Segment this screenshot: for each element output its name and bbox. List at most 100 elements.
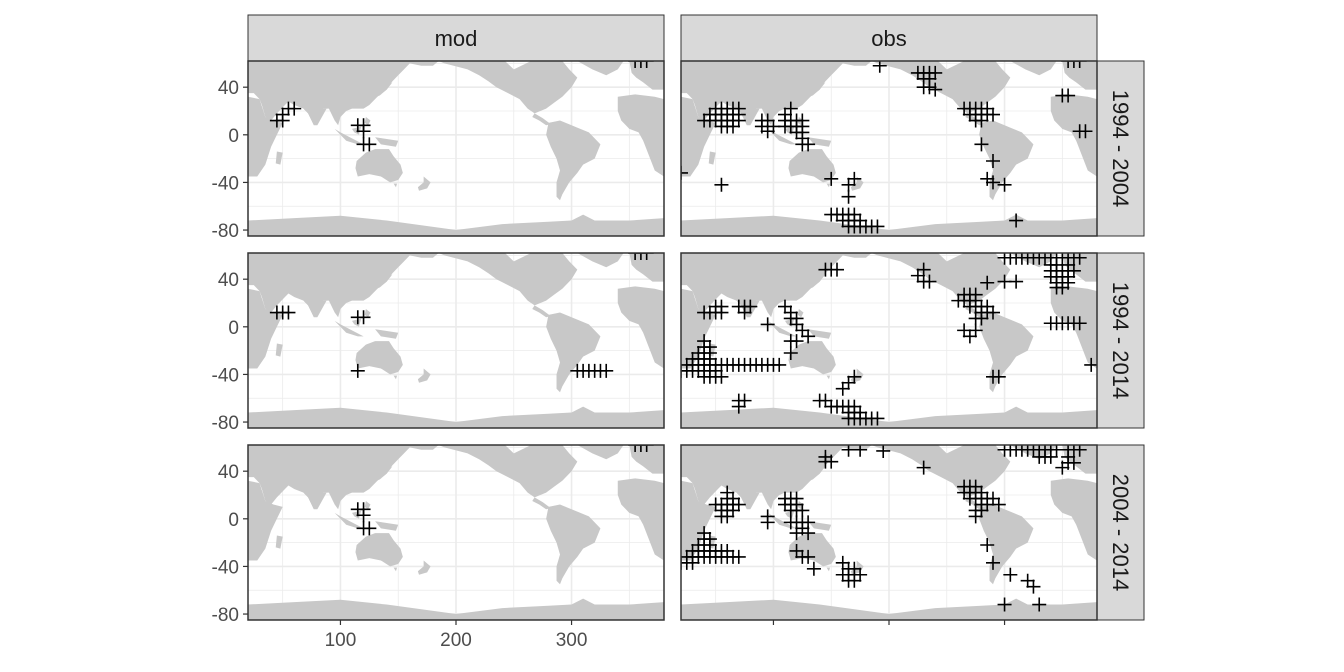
data-point-plus bbox=[801, 329, 816, 344]
data-point-plus bbox=[986, 175, 1000, 190]
data-point-plus bbox=[714, 299, 729, 314]
data-point-plus bbox=[356, 508, 371, 523]
x-tick-label: 100 bbox=[325, 630, 357, 651]
data-point-plus bbox=[726, 119, 740, 134]
data-point-plus bbox=[1003, 567, 1018, 582]
data-point-plus bbox=[974, 503, 989, 518]
data-point-plus bbox=[928, 82, 943, 97]
y-tick-label: 40 bbox=[218, 78, 239, 99]
data-point-plus bbox=[639, 445, 654, 452]
data-point-plus bbox=[356, 137, 371, 152]
y-tick-label: 0 bbox=[228, 510, 239, 531]
y-tick-label: -80 bbox=[212, 221, 239, 242]
facet-panel bbox=[681, 61, 1097, 236]
y-tick-label: 40 bbox=[218, 270, 239, 291]
data-point-plus bbox=[778, 299, 792, 314]
data-point-plus bbox=[968, 479, 983, 494]
data-point-plus bbox=[1072, 316, 1087, 331]
facet-panel bbox=[681, 445, 1097, 620]
data-point-plus bbox=[991, 497, 1006, 512]
data-point-plus bbox=[847, 171, 862, 186]
data-point-plus bbox=[599, 363, 614, 378]
data-point-plus bbox=[639, 253, 654, 260]
data-point-plus bbox=[772, 357, 787, 372]
data-point-plus bbox=[806, 561, 821, 576]
data-point-plus bbox=[986, 555, 1000, 570]
data-point-plus bbox=[841, 177, 856, 192]
data-point-plus bbox=[726, 503, 740, 518]
data-point-plus bbox=[847, 573, 862, 588]
data-point-plus bbox=[731, 399, 746, 414]
data-point-plus bbox=[928, 65, 943, 80]
data-point-plus bbox=[760, 317, 775, 332]
data-point-plus bbox=[841, 375, 856, 390]
data-point-plus bbox=[997, 177, 1012, 192]
data-point-plus bbox=[1055, 280, 1070, 295]
data-point-plus bbox=[991, 369, 1006, 384]
data-point-plus bbox=[876, 445, 891, 458]
data-point-plus bbox=[818, 449, 833, 464]
facet-strip-row-label: 2004 - 2014 bbox=[1108, 474, 1133, 591]
data-point-plus bbox=[275, 107, 290, 122]
facet-strip-row bbox=[1096, 252, 1145, 429]
data-point-plus bbox=[356, 521, 371, 536]
data-point-plus bbox=[824, 171, 839, 186]
data-point-plus bbox=[986, 305, 1000, 320]
data-point-plus bbox=[628, 61, 643, 68]
data-point-plus bbox=[841, 189, 856, 204]
y-tick-label: 40 bbox=[218, 462, 239, 483]
data-point-plus bbox=[726, 491, 740, 506]
data-point-plus bbox=[870, 411, 885, 426]
data-point-plus bbox=[853, 567, 868, 582]
data-point-plus bbox=[916, 262, 931, 277]
facet-strip-row-label: 1994 - 2014 bbox=[1108, 282, 1133, 399]
data-point-plus bbox=[795, 503, 810, 518]
data-point-plus bbox=[1043, 449, 1058, 464]
data-point-plus bbox=[1061, 88, 1076, 103]
facet-panel bbox=[681, 253, 1097, 428]
data-point-plus bbox=[801, 549, 816, 564]
data-point-plus bbox=[1061, 61, 1076, 68]
data-point-plus bbox=[1072, 61, 1087, 68]
data-point-plus bbox=[714, 369, 729, 384]
data-point-plus bbox=[962, 329, 977, 344]
data-point-plus bbox=[697, 526, 712, 541]
facet-panel bbox=[248, 445, 664, 620]
data-point-plus bbox=[1009, 213, 1024, 228]
data-point-plus bbox=[986, 154, 1000, 168]
data-point-plus bbox=[835, 381, 850, 396]
data-point-plus bbox=[986, 107, 1000, 122]
data-point-plus bbox=[980, 275, 995, 290]
data-point-plus bbox=[1009, 274, 1024, 289]
data-point-plus bbox=[818, 393, 833, 408]
panel-border bbox=[680, 60, 1098, 237]
data-point-plus bbox=[789, 543, 804, 558]
data-point-plus bbox=[968, 323, 983, 338]
facet-strip-row-label: 1994 - 2004 bbox=[1108, 90, 1133, 207]
data-point-plus bbox=[287, 101, 302, 116]
data-point-plus bbox=[681, 165, 688, 180]
data-point-plus bbox=[702, 340, 717, 355]
y-tick-label: -40 bbox=[212, 173, 239, 194]
data-point-plus bbox=[1066, 61, 1081, 68]
y-tick-label: -80 bbox=[212, 413, 239, 434]
facet-strip-row bbox=[1096, 60, 1145, 237]
data-point-plus bbox=[974, 311, 989, 326]
panel-border bbox=[247, 60, 665, 237]
data-point-plus bbox=[731, 497, 746, 512]
data-point-plus bbox=[731, 549, 746, 564]
data-point-plus bbox=[737, 305, 752, 320]
y-tick-label: 0 bbox=[228, 126, 239, 147]
data-point-plus bbox=[737, 393, 752, 408]
data-point-plus bbox=[922, 274, 937, 289]
data-point-plus bbox=[789, 526, 804, 541]
data-point-plus bbox=[720, 485, 735, 500]
facet-panel bbox=[248, 253, 664, 428]
data-point-plus bbox=[1078, 124, 1093, 139]
y-tick-label: 0 bbox=[228, 318, 239, 339]
data-point-plus bbox=[974, 113, 989, 128]
facet-strip-row bbox=[1096, 444, 1145, 621]
facet-strip-column bbox=[680, 14, 1098, 62]
data-point-plus bbox=[760, 515, 775, 530]
